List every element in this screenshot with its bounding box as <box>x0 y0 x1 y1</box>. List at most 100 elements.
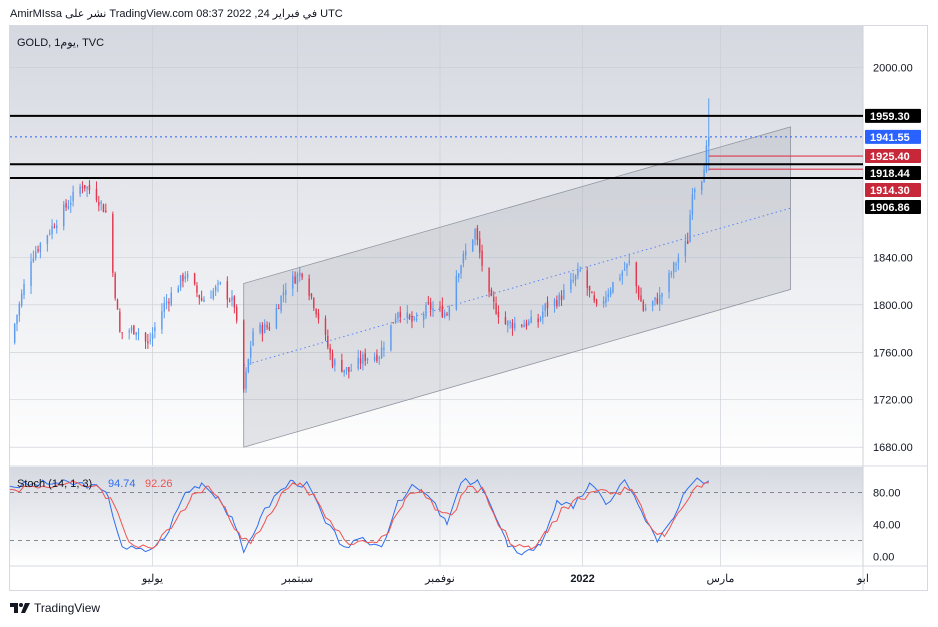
candle-body <box>39 243 42 252</box>
candle-body <box>249 347 252 358</box>
candle-body <box>46 235 49 244</box>
candle-body <box>637 286 640 298</box>
candle-body <box>570 279 572 290</box>
candle-body <box>20 293 23 306</box>
candle-body <box>474 229 476 239</box>
candle-body <box>619 277 621 280</box>
candle-body <box>149 339 151 342</box>
candle-body <box>84 185 86 189</box>
candle-body <box>612 282 614 293</box>
channel-midline <box>243 207 791 366</box>
candle-body <box>514 323 516 329</box>
candle-body <box>691 194 694 215</box>
candle-body <box>476 227 479 240</box>
candle-body <box>448 307 451 317</box>
price-badge <box>865 149 921 164</box>
candle-body <box>65 202 67 208</box>
candle-body <box>406 312 409 319</box>
candle-body <box>102 204 105 213</box>
candle-body <box>348 367 350 372</box>
price-badge-label: 1914.30 <box>870 185 910 197</box>
candle-body <box>493 296 495 302</box>
candle-body <box>193 273 196 285</box>
candle-body <box>219 282 222 284</box>
candle-body <box>329 347 331 353</box>
stoch-tick-label: 0.00 <box>873 551 894 563</box>
candle-body <box>81 186 84 188</box>
candle-body <box>233 296 236 308</box>
candle-body <box>429 302 432 310</box>
price-tick-label: 1800.00 <box>873 300 913 312</box>
candle-body <box>411 316 413 322</box>
candle-body <box>661 293 663 297</box>
candle-body <box>479 238 481 253</box>
candle-body <box>13 323 16 343</box>
candle-body <box>261 324 264 334</box>
candle-body <box>292 275 294 289</box>
candle-body <box>457 273 460 278</box>
candle-body <box>34 251 37 259</box>
stoch-d-line <box>9 480 709 550</box>
candle-body <box>184 276 186 280</box>
candle-body <box>116 299 119 310</box>
candle-body <box>675 263 677 265</box>
candle-body <box>558 294 560 306</box>
candle-body <box>18 303 21 316</box>
candle-body <box>705 145 708 172</box>
candle-body <box>228 300 231 302</box>
candle-body <box>635 262 638 287</box>
candle-body <box>537 318 539 323</box>
price-badge <box>865 129 921 144</box>
price-badge-label: 1918.44 <box>870 168 911 180</box>
tradingview-logo-icon <box>10 603 30 613</box>
candle-body <box>235 306 238 321</box>
candle-body <box>217 283 219 285</box>
candle-body <box>170 292 172 305</box>
candle-body <box>656 298 659 304</box>
tradingview-brand[interactable]: TradingView <box>10 601 100 615</box>
candle-body <box>37 249 39 252</box>
candle-body <box>345 367 348 371</box>
candle-body <box>591 292 593 294</box>
candle-body <box>72 191 74 202</box>
main-chart-title: GOLD, 1يوم, TVC <box>17 37 104 49</box>
candle-body <box>280 295 282 311</box>
candle-body <box>135 332 137 336</box>
candle-body <box>32 258 35 262</box>
time-tick-label: يوليو <box>141 573 163 585</box>
stoch-k-value: 94.74 <box>108 478 136 490</box>
candle-body <box>497 312 500 318</box>
candle-body <box>294 276 296 284</box>
candle-body <box>651 301 654 307</box>
candle-body <box>163 303 165 312</box>
stoch-title: Stoch (14, 1, 3) <box>17 478 92 490</box>
candle-body <box>523 324 525 328</box>
candle-body <box>443 312 446 318</box>
candle-body <box>95 188 98 201</box>
candle-body <box>507 321 509 326</box>
candle-body <box>268 327 271 330</box>
price-badge-label: 1941.55 <box>870 132 910 144</box>
candle-body <box>530 316 532 323</box>
price-tick-label: 2000.00 <box>873 63 913 75</box>
time-tick-label: 2022 <box>570 573 594 585</box>
candle-body <box>640 295 642 302</box>
candle-body <box>586 270 588 289</box>
candle-body <box>441 305 444 318</box>
candle-body <box>317 312 320 320</box>
candle-body <box>539 317 542 321</box>
candle-body <box>168 301 170 304</box>
candle-body <box>471 239 474 252</box>
candle-body <box>607 294 609 298</box>
candle-body <box>343 369 345 373</box>
candle-body <box>427 302 430 304</box>
candle-body <box>212 290 215 299</box>
candle-body <box>397 312 399 319</box>
candle-body <box>247 359 250 373</box>
candle-body <box>708 136 710 147</box>
candle-body <box>56 225 58 229</box>
price-badge <box>865 166 921 181</box>
candle-body <box>509 321 511 324</box>
